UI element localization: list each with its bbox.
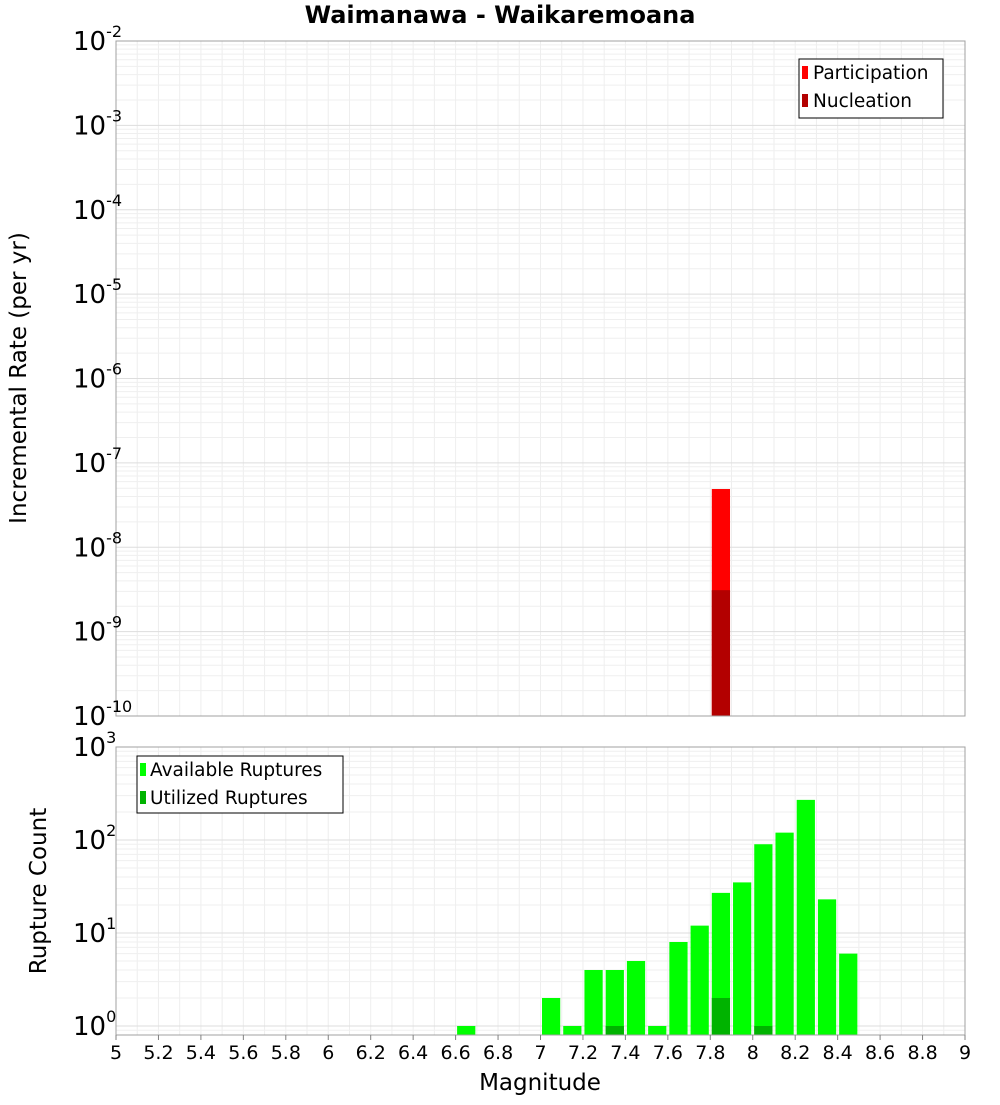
top-legend-box — [798, 58, 944, 119]
bottom-bar-available-ruptures — [817, 899, 837, 1035]
top-y-tick-label: 10-10 — [73, 697, 132, 732]
x-tick-label: 6 — [322, 1042, 334, 1064]
top-plot-frame — [115, 40, 966, 717]
legend-label-available-ruptures: Available Ruptures — [150, 760, 322, 781]
x-tick-label: 8 — [747, 1042, 759, 1064]
bottom-bar-available-ruptures — [839, 953, 858, 1035]
top-y-tick-label: 10-4 — [73, 191, 122, 226]
top-legend: Participation Nucleation — [798, 58, 944, 119]
x-tick-label: 5.8 — [271, 1042, 301, 1064]
x-tick-label: 7.2 — [568, 1042, 598, 1064]
bottom-y-axis-label: Rupture Count — [26, 808, 52, 974]
top-y-tick-labels: 10-10 10-9 10-8 10-7 10-6 10-5 10-4 10-3 10-2 — [73, 22, 132, 732]
bottom-legend: Available Ruptures Utilized Ruptures — [136, 755, 344, 814]
bottom-bar-available-ruptures — [563, 1025, 582, 1035]
x-tick-label: 9 — [959, 1042, 971, 1064]
top-y-tick-label: 10-9 — [73, 613, 122, 648]
top-y-axis-label: Incremental Rate (per yr) — [6, 232, 32, 524]
x-tick-label: 6.2 — [356, 1042, 386, 1064]
bottom-bar-available-ruptures — [626, 960, 646, 1035]
legend-swatch-participation — [802, 66, 808, 79]
x-tick-labels: 5 5.2 5.4 5.6 5.8 6 6.2 6.4 6.6 6.8 7 7.2 7.4 7.6 7.8 8… — [110, 1035, 971, 1064]
bottom-y-tick-labels: 100 101 102 103 — [73, 728, 116, 1042]
bottom-bar-available-ruptures — [605, 969, 624, 1035]
bottom-legend-box — [136, 755, 344, 814]
x-tick-label: 8.2 — [780, 1042, 810, 1064]
x-tick-label: 8.6 — [865, 1042, 895, 1064]
x-tick-label: 5.4 — [186, 1042, 216, 1064]
x-tick-label: 7 — [534, 1042, 546, 1064]
x-tick-label: 8.4 — [823, 1042, 853, 1064]
bottom-bar-available-ruptures — [796, 799, 815, 1035]
top-y-tick-label: 10-3 — [73, 106, 122, 141]
legend-swatch-nucleation — [802, 94, 808, 107]
legend-label-participation: Participation — [813, 63, 929, 84]
x-tick-label: 6.4 — [398, 1042, 428, 1064]
bottom-bar-available-ruptures — [775, 832, 794, 1035]
bottom-bar-available-ruptures — [733, 882, 752, 1035]
bottom-y-tick-label: 103 — [73, 728, 116, 763]
bottom-bar-available-ruptures — [754, 844, 773, 1035]
top-bar-nucleation — [711, 590, 731, 716]
bottom-bar-available-ruptures — [584, 969, 603, 1035]
chart-title: Waimanawa - Waikaremoana — [305, 1, 696, 29]
top-y-tick-label: 10-7 — [73, 444, 122, 479]
top-y-tick-label: 10-8 — [73, 528, 122, 563]
x-tick-label: 7.4 — [610, 1042, 640, 1064]
bottom-bar-available-ruptures — [669, 942, 688, 1035]
bottom-bar-available-ruptures — [542, 997, 561, 1035]
x-tick-label: 7.6 — [653, 1042, 683, 1064]
x-tick-label: 8.8 — [907, 1042, 937, 1064]
x-tick-label: 6.6 — [440, 1042, 470, 1064]
bottom-bar-utilized-ruptures — [754, 1025, 773, 1035]
bottom-y-tick-label: 100 — [73, 1007, 116, 1042]
top-plot-bars — [711, 489, 731, 716]
bottom-bar-available-ruptures — [690, 925, 709, 1035]
top-y-tick-label: 10-6 — [73, 360, 122, 395]
bottom-bar-available-ruptures — [648, 1025, 667, 1035]
bottom-bar-utilized-ruptures — [711, 997, 731, 1035]
bottom-y-tick-label: 101 — [73, 914, 116, 949]
legend-label-nucleation: Nucleation — [813, 91, 912, 112]
x-axis-label: Magnitude — [479, 1070, 601, 1096]
bottom-bar-utilized-ruptures — [605, 1025, 624, 1035]
legend-swatch-available-ruptures — [140, 763, 146, 776]
bottom-bar-available-ruptures — [457, 1025, 476, 1035]
bottom-y-tick-label: 102 — [73, 821, 116, 856]
x-tick-label: 5.6 — [228, 1042, 258, 1064]
x-tick-label: 6.8 — [483, 1042, 513, 1064]
top-plot-grid — [115, 41, 966, 717]
x-tick-label: 5 — [110, 1042, 122, 1064]
x-tick-label: 5.2 — [143, 1042, 173, 1064]
bottom-plot-bars — [457, 799, 858, 1035]
legend-swatch-utilized-ruptures — [140, 791, 146, 804]
top-y-tick-label: 10-5 — [73, 275, 122, 310]
legend-label-utilized-ruptures: Utilized Ruptures — [150, 788, 308, 809]
top-y-tick-label: 10-2 — [73, 22, 122, 57]
x-tick-label: 7.8 — [695, 1042, 725, 1064]
